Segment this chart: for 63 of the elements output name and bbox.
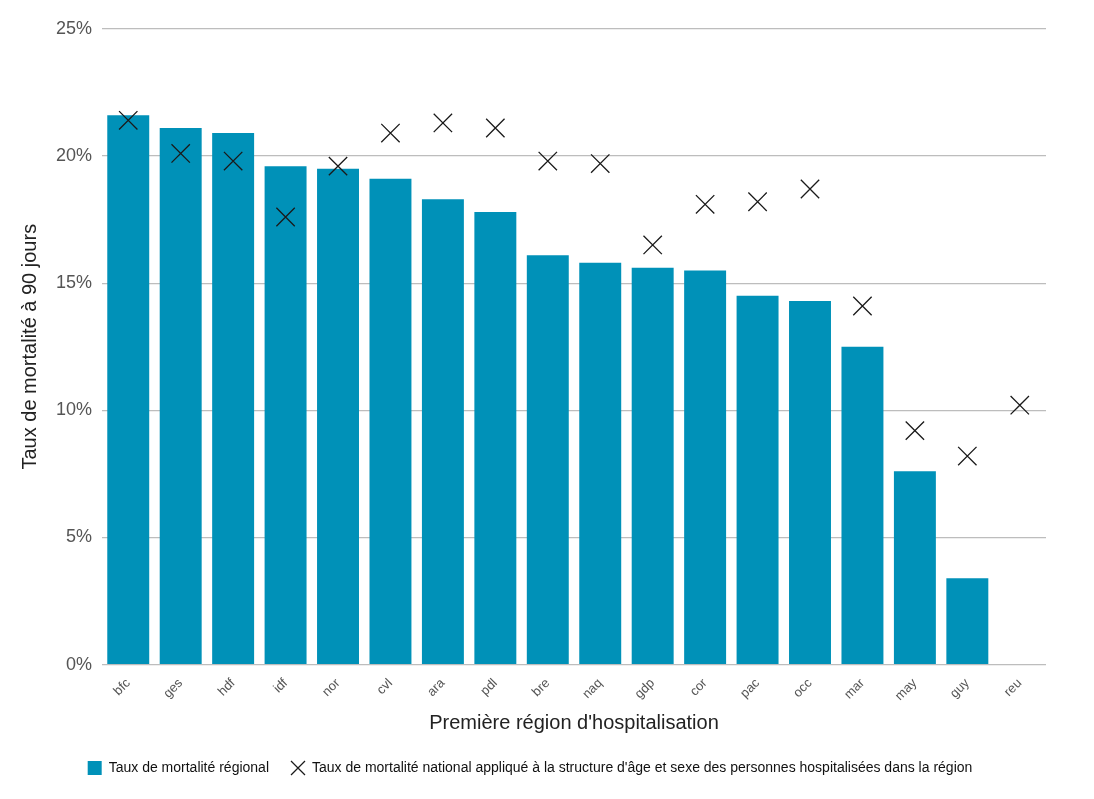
x-tick-label: ges: [159, 674, 186, 701]
x-tick-label: guy: [946, 674, 973, 701]
bar: [369, 178, 412, 664]
point: [695, 194, 715, 215]
x-tick-label: pac: [736, 674, 763, 701]
bar: [789, 300, 831, 664]
bar: [421, 199, 464, 664]
point: [485, 118, 506, 138]
x-tick-label: occ: [789, 674, 816, 701]
point: [223, 151, 243, 171]
y-tick-label: 25%: [56, 17, 93, 38]
y-tick-label: 10%: [56, 399, 93, 420]
point: [433, 113, 453, 133]
point: [328, 156, 348, 176]
x-tick-label: hdf: [214, 674, 239, 699]
x-tick-label: bfc: [110, 674, 134, 699]
x-tick-label: cor: [686, 674, 711, 699]
bar: [946, 578, 989, 664]
bar: [212, 133, 255, 664]
bar: [631, 267, 674, 664]
bar: [893, 471, 936, 664]
point: [590, 153, 611, 174]
bar: [684, 270, 727, 664]
y-tick-label: 20%: [56, 144, 93, 165]
y-tick-label: 0%: [66, 653, 93, 674]
point: [1009, 395, 1030, 416]
bar: [317, 168, 359, 664]
point: [642, 235, 663, 255]
point: [537, 151, 558, 171]
bar: [107, 115, 150, 664]
x-tick-label: may: [891, 674, 920, 704]
point: [852, 296, 873, 316]
bar: [841, 346, 884, 664]
point: [170, 143, 191, 164]
bar: [526, 255, 569, 664]
bar: [159, 127, 202, 664]
bar: [474, 211, 517, 664]
y-axis-title: Taux de mortalité à 90 jours: [17, 223, 40, 470]
bar: [579, 262, 622, 664]
point: [118, 110, 139, 131]
x-tick-label: ara: [423, 674, 449, 700]
x-tick-label: gdp: [631, 675, 658, 702]
point: [905, 420, 925, 441]
bar: [264, 166, 307, 664]
x-tick-label: nor: [318, 674, 344, 700]
point: [957, 446, 978, 466]
legend-label: Taux de mortalité national appliqué à la structure d'âge et sexe des personnes hospitalisées dans la région: [312, 758, 973, 775]
x-axis-title: Première région d'hospitalisation: [429, 710, 719, 733]
point: [380, 123, 401, 143]
x-tick-label: reu: [1000, 675, 1025, 700]
x-tick-label: mar: [840, 674, 868, 702]
x-tick-label: cvl: [373, 675, 396, 698]
x-tick-label: naq: [578, 675, 605, 702]
x-tick-label: idf: [269, 674, 291, 696]
x-tick-label: pdl: [477, 675, 501, 699]
bar: [736, 295, 779, 664]
point: [275, 207, 296, 227]
point: [747, 191, 768, 212]
point: [800, 179, 820, 199]
x-tick-label: bre: [528, 675, 553, 700]
y-tick-label: 5%: [66, 526, 93, 547]
y-tick-label: 15%: [56, 272, 93, 293]
legend-label: Taux de mortalité régional: [108, 758, 269, 775]
